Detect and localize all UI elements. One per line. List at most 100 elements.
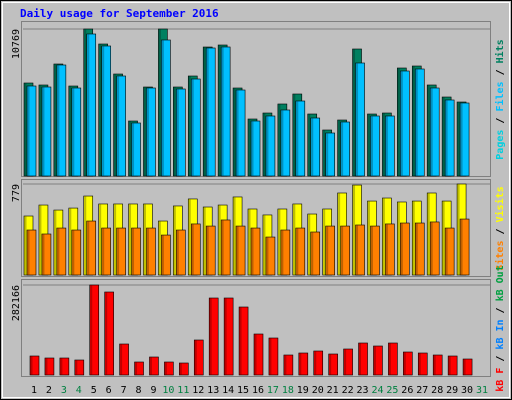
bar bbox=[71, 87, 82, 177]
bar bbox=[134, 361, 144, 376]
legend-entry: Files bbox=[494, 81, 506, 111]
bar bbox=[101, 227, 111, 276]
bar-shade bbox=[248, 209, 251, 275]
x-tick-label: 16 bbox=[252, 385, 264, 396]
bar-shade bbox=[427, 85, 430, 176]
bar bbox=[41, 233, 52, 276]
bar-shade bbox=[173, 87, 176, 176]
bar-shade bbox=[311, 118, 314, 176]
bar bbox=[119, 343, 129, 376]
bar bbox=[355, 224, 365, 276]
bar-shade bbox=[278, 209, 281, 275]
bar bbox=[29, 355, 40, 376]
x-tick-label: 28 bbox=[431, 385, 443, 396]
bar bbox=[56, 64, 67, 177]
bar-shade bbox=[72, 88, 75, 176]
bar-shade bbox=[42, 87, 45, 176]
bar-shade bbox=[373, 346, 376, 375]
x-tick-label: 1 bbox=[31, 385, 37, 396]
bar-shade bbox=[146, 228, 149, 275]
bar-shade bbox=[143, 87, 146, 176]
bar-shade bbox=[30, 356, 33, 375]
bar bbox=[429, 221, 440, 276]
x-tick-label: 11 bbox=[177, 385, 189, 396]
x-tick-label: 21 bbox=[327, 385, 339, 396]
bar-shade bbox=[382, 113, 385, 176]
bar-shade bbox=[442, 201, 445, 275]
bar bbox=[161, 234, 171, 276]
bar bbox=[444, 99, 455, 177]
bar-shade bbox=[54, 64, 57, 176]
bar bbox=[373, 345, 383, 376]
bar bbox=[414, 222, 425, 276]
bar bbox=[340, 225, 350, 276]
bar bbox=[44, 357, 55, 376]
bar-shade bbox=[278, 104, 281, 176]
bar bbox=[444, 227, 455, 276]
bar bbox=[328, 353, 338, 376]
legend-separator: / bbox=[495, 63, 506, 81]
x-tick-label: 29 bbox=[446, 385, 458, 396]
bar-shade bbox=[418, 353, 421, 375]
legend-separator: / bbox=[495, 350, 506, 368]
bar bbox=[265, 236, 276, 276]
bar-shade bbox=[57, 228, 60, 275]
bar-shade bbox=[24, 216, 27, 275]
bar-shade bbox=[72, 230, 75, 275]
bar bbox=[104, 291, 114, 376]
bar-shade bbox=[69, 208, 72, 275]
bar-shade bbox=[308, 114, 311, 176]
x-tick-label: 30 bbox=[461, 385, 473, 396]
bar-shade bbox=[173, 206, 176, 275]
bar bbox=[400, 70, 410, 177]
bar-shade bbox=[412, 201, 415, 275]
bar-shade bbox=[293, 204, 296, 275]
bar-shade bbox=[236, 90, 239, 176]
bar-shade bbox=[382, 198, 385, 275]
bar bbox=[388, 342, 398, 376]
bar bbox=[86, 33, 97, 177]
bar-shade bbox=[344, 349, 347, 375]
bar-shade bbox=[149, 357, 152, 375]
bar bbox=[149, 356, 159, 376]
bar-shade bbox=[42, 234, 45, 275]
bar-shade bbox=[353, 185, 356, 275]
bar bbox=[295, 227, 306, 276]
x-tick-label: 15 bbox=[237, 385, 249, 396]
bar-shade bbox=[281, 110, 284, 176]
bar-shade bbox=[105, 292, 108, 375]
bar-shade bbox=[161, 40, 164, 176]
bar bbox=[325, 225, 335, 276]
bar bbox=[235, 89, 246, 177]
bar-shade bbox=[233, 88, 236, 176]
bar-shade bbox=[403, 352, 406, 375]
bar bbox=[432, 354, 443, 376]
bar-shade bbox=[388, 343, 391, 375]
bar-shade bbox=[445, 100, 448, 176]
x-tick-label: 7 bbox=[121, 385, 127, 396]
bar-shade bbox=[117, 228, 120, 275]
bar-shade bbox=[188, 199, 191, 275]
bar-shade bbox=[266, 237, 269, 275]
bar bbox=[340, 121, 350, 177]
bar-shade bbox=[397, 202, 400, 275]
y-tick-label: 282166 bbox=[11, 285, 22, 321]
bar-shade bbox=[143, 204, 146, 275]
x-tick-label: 3 bbox=[61, 385, 67, 396]
bar-shade bbox=[99, 44, 102, 176]
bar bbox=[116, 75, 126, 177]
bar bbox=[146, 227, 156, 276]
x-tick-label: 14 bbox=[222, 385, 234, 396]
bar-shade bbox=[102, 46, 105, 176]
bar-shade bbox=[27, 230, 30, 275]
legend-entry: Pages bbox=[495, 130, 506, 160]
bar-shade bbox=[427, 193, 430, 275]
bar-shade bbox=[251, 121, 254, 176]
bar bbox=[86, 220, 97, 276]
x-tick-label: 6 bbox=[106, 385, 112, 396]
y-tick-label: 10769 bbox=[11, 29, 22, 59]
bar bbox=[220, 46, 231, 177]
bar bbox=[146, 87, 156, 177]
bar-shade bbox=[176, 230, 179, 275]
bar bbox=[176, 229, 186, 276]
